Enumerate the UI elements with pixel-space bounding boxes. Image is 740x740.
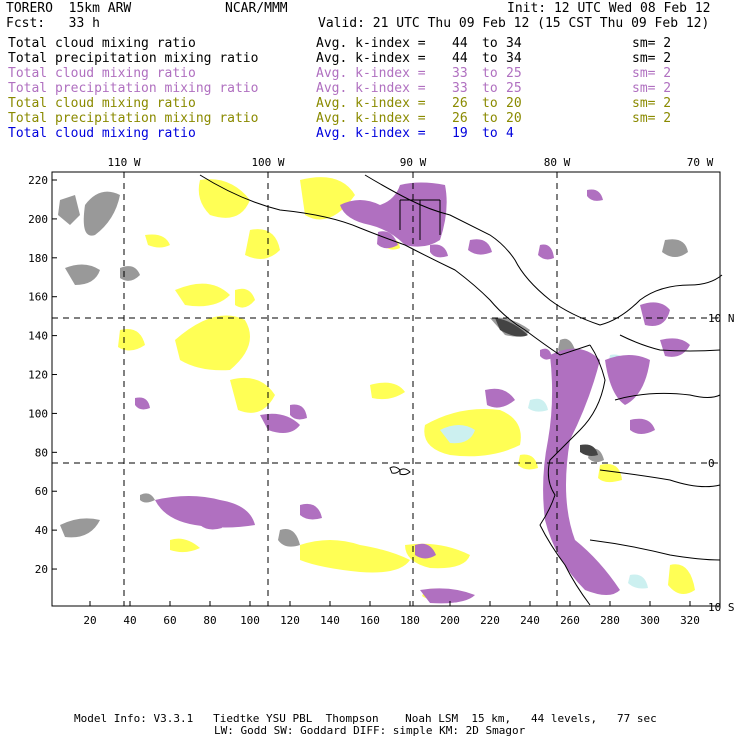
legend-kindex-to: 4: [506, 126, 514, 141]
legend-kindex-to-word: to: [482, 81, 498, 96]
legend-kindex-label: Avg. k-index =: [316, 51, 426, 66]
legend-kindex-to: 34: [506, 51, 522, 66]
legend-kindex-to-word: to: [482, 36, 498, 51]
legend-name: Total cloud mixing ratio: [8, 66, 196, 81]
x-tick-label: 200: [440, 614, 460, 627]
graticule: [52, 172, 720, 606]
y-tick-label: 200: [28, 213, 48, 226]
x-tick-label: 320: [680, 614, 700, 627]
legend-kindex-label: Avg. k-index =: [316, 66, 426, 81]
lat-label-0: 0: [708, 457, 715, 470]
y-tick-label: 160: [28, 291, 48, 304]
x-tick-label: 20: [83, 614, 96, 627]
center-label: NCAR/MMM: [225, 1, 288, 16]
legend-kindex-label: Avg. k-index =: [316, 36, 426, 51]
x-tick-label: 80: [203, 614, 216, 627]
y-tick-label: 180: [28, 252, 48, 265]
legend-smoothing: sm= 2: [632, 81, 672, 96]
legend-kindex-label: Avg. k-index =: [316, 111, 426, 126]
x-tick-label: 180: [400, 614, 420, 627]
legend-smoothing: sm= 2: [632, 111, 672, 126]
init-time: Init: 12 UTC Wed 08 Feb 12: [507, 1, 711, 16]
legend-smoothing: sm= 2: [632, 36, 672, 51]
legend-name: Total precipitation mixing ratio: [8, 81, 259, 96]
model-info-line1: Model Info: V3.3.1 Tiedtke YSU PBL Thomp…: [74, 712, 657, 725]
legend-kindex-to: 25: [506, 66, 522, 81]
plot-frame: [51, 171, 721, 607]
legend-kindex-label: Avg. k-index =: [316, 96, 426, 111]
y-tick-label: 100: [28, 407, 48, 420]
lat-label-10s: 10 S: [708, 601, 735, 614]
x-tick-label: 280: [600, 614, 620, 627]
legend-kindex-from: 26: [452, 111, 468, 126]
x-tick-label: 220: [480, 614, 500, 627]
y-tick-label: 140: [28, 330, 48, 343]
legend-kindex-to-word: to: [482, 51, 498, 66]
y-tick-label: 20: [35, 563, 48, 576]
legend-name: Total cloud mixing ratio: [8, 96, 196, 111]
lat-labels: 10 N 0 10 S: [708, 312, 735, 614]
lon-labels: 110 W 100 W 90 W 80 W 70 W: [107, 156, 713, 169]
legend-kindex-to: 20: [506, 111, 522, 126]
lon-label-80w: 80 W: [544, 156, 571, 169]
x-tick-label: 240: [520, 614, 540, 627]
cloud-field-black: [495, 318, 598, 456]
x-tick-label: 100: [240, 614, 260, 627]
legend-kindex-from: 44: [452, 36, 468, 51]
lat-label-10n: 10 N: [708, 312, 735, 325]
y-tick-label: 80: [35, 446, 48, 459]
cloud-field-yellow: [118, 177, 695, 600]
legend-kindex-to: 20: [506, 96, 522, 111]
coastline: [199, 174, 723, 606]
x-tick-label: 140: [320, 614, 340, 627]
legend-smoothing: sm= 2: [632, 66, 672, 81]
model-title: TORERO 15km ARW: [6, 1, 132, 16]
model-info-line2: LW: Godd SW: Goddard DIFF: simple KM: 2D…: [214, 724, 526, 737]
y-tick-label: 120: [28, 369, 48, 382]
legend-kindex-to-word: to: [482, 111, 498, 126]
x-index-labels: 20 40 60 80 100 120 140 160 180 200 220 240 260 280 30…: [83, 614, 700, 627]
legend-name: Total cloud mixing ratio: [8, 126, 196, 141]
legend-kindex-to-word: to: [482, 126, 498, 141]
y-tick-label: 40: [35, 524, 48, 537]
legend-name: Total precipitation mixing ratio: [8, 111, 259, 126]
lon-label-110w: 110 W: [107, 156, 140, 169]
y-tick-label: 220: [28, 174, 48, 187]
legend-kindex-from: 44: [452, 51, 468, 66]
lon-label-100w: 100 W: [251, 156, 284, 169]
x-tick-label: 60: [163, 614, 176, 627]
forecast-hour: Fcst: 33 h: [6, 16, 100, 31]
legend-name: Total precipitation mixing ratio: [8, 51, 259, 66]
legend-kindex-from: 26: [452, 96, 468, 111]
x-tick-label: 300: [640, 614, 660, 627]
y-index-labels: 220 200 180 160 140 120 100 80 60 40 20: [28, 174, 48, 576]
legend-name: Total cloud mixing ratio: [8, 36, 196, 51]
y-tick-label: 60: [35, 485, 48, 498]
legend-kindex-to-word: to: [482, 66, 498, 81]
legend-kindex-label: Avg. k-index =: [316, 126, 426, 141]
x-tick-label: 260: [560, 614, 580, 627]
legend-smoothing: sm= 2: [632, 51, 672, 66]
legend-kindex-to-word: to: [482, 96, 498, 111]
axis-ticks: [52, 179, 691, 606]
legend-kindex-from: 19: [452, 126, 468, 141]
valid-time: Valid: 21 UTC Thu 09 Feb 12 (15 CST Thu …: [318, 16, 710, 31]
legend-smoothing: sm= 2: [632, 96, 672, 111]
x-tick-label: 120: [280, 614, 300, 627]
legend-kindex-from: 33: [452, 66, 468, 81]
legend-kindex-from: 33: [452, 81, 468, 96]
legend-kindex-to: 25: [506, 81, 522, 96]
x-tick-label: 40: [123, 614, 136, 627]
lon-label-90w: 90 W: [400, 156, 427, 169]
legend-kindex-to: 34: [506, 36, 522, 51]
x-tick-label: 160: [360, 614, 380, 627]
cloud-field-purple: [135, 182, 690, 604]
lon-label-70w: 70 W: [687, 156, 714, 169]
legend-kindex-label: Avg. k-index =: [316, 81, 426, 96]
